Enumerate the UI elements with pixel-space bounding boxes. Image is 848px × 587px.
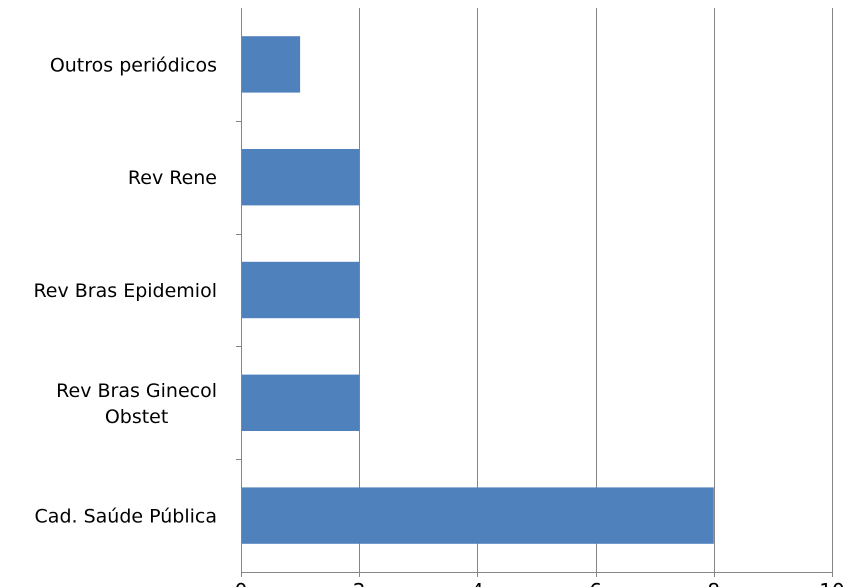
bar — [241, 36, 301, 93]
category-label: Rev Rene — [128, 167, 217, 189]
bar — [241, 261, 360, 319]
gridlines — [359, 8, 833, 572]
category-label: Rev Bras Epidemiol — [33, 280, 217, 302]
x-tick-label: 8 — [707, 579, 720, 587]
bars — [241, 36, 714, 544]
x-tick-label: 0 — [235, 579, 248, 587]
x-tick-labels: 0 2 4 6 8 10 — [235, 572, 845, 587]
category-labels: Cad. Saúde Pública Rev Bras Ginecol Obstet… — [33, 54, 241, 528]
bar — [241, 487, 714, 544]
axes — [241, 8, 832, 573]
category-label: Rev Bras Ginecol Obstet — [56, 380, 217, 428]
x-tick-label: 4 — [471, 579, 484, 587]
bar — [241, 374, 360, 431]
x-tick-label: 10 — [819, 579, 844, 587]
bar — [241, 149, 360, 206]
category-label: Outros periódicos — [50, 54, 217, 76]
x-tick-label: 6 — [589, 579, 602, 587]
category-label: Cad. Saúde Pública — [35, 506, 217, 528]
x-tick-label: 2 — [353, 579, 366, 587]
